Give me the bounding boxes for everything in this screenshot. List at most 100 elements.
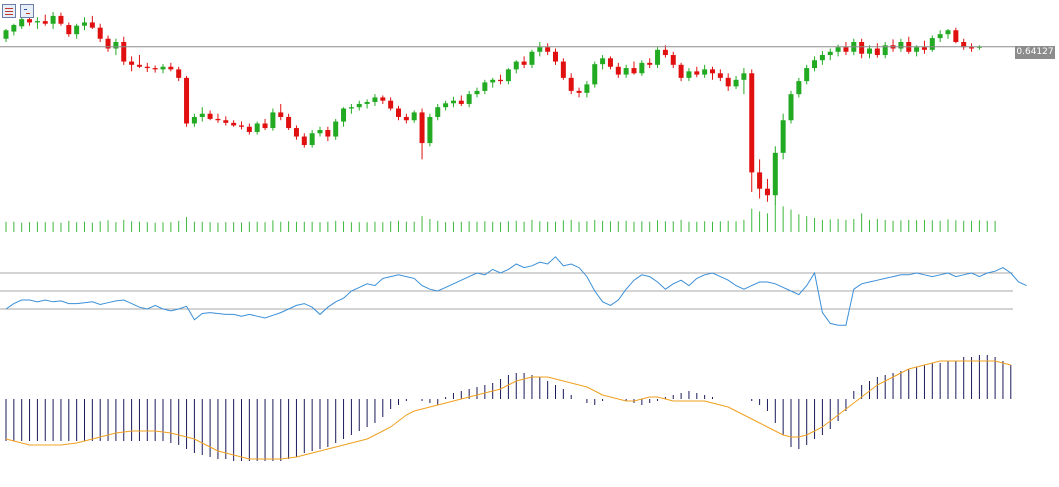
- candle-body: [293, 128, 299, 137]
- candle-body: [11, 25, 17, 32]
- candle-body: [129, 61, 135, 65]
- candle-body: [670, 55, 676, 65]
- candle-body: [136, 64, 142, 67]
- candle-body: [655, 49, 661, 65]
- candle-body: [82, 22, 87, 26]
- candle-body: [521, 61, 527, 65]
- candle-body: [239, 125, 244, 127]
- candle-body: [482, 82, 488, 91]
- candle-body: [827, 51, 833, 56]
- candle-body: [553, 51, 558, 62]
- candle-body: [545, 47, 551, 52]
- candle-body: [74, 25, 80, 35]
- candle-body: [678, 64, 684, 78]
- candle-body: [686, 71, 692, 78]
- candle-body: [121, 41, 127, 62]
- candle-body: [191, 116, 197, 124]
- candle-body: [270, 112, 276, 129]
- candle-body: [419, 112, 425, 144]
- candle-body: [662, 49, 668, 56]
- candle-body: [411, 112, 417, 121]
- candle-body: [435, 107, 441, 117]
- candle-body: [372, 97, 378, 102]
- candle-body: [568, 77, 574, 91]
- candle-body: [615, 66, 621, 75]
- candle-body: [207, 113, 213, 119]
- candle-body: [529, 51, 535, 65]
- candle-body: [804, 68, 810, 82]
- candle-body: [647, 62, 653, 65]
- candle-body: [113, 41, 119, 49]
- candle-body: [733, 79, 739, 87]
- candle-body: [380, 97, 386, 101]
- candle-body: [364, 101, 370, 104]
- candle-body: [702, 69, 708, 75]
- candle-body: [969, 47, 975, 49]
- candle-body: [450, 100, 456, 104]
- candle-body: [537, 47, 543, 52]
- candle-body: [388, 100, 394, 109]
- candle-body: [498, 79, 504, 82]
- candle-body: [914, 47, 920, 52]
- candle-body: [215, 118, 221, 121]
- candle-body: [623, 68, 629, 75]
- candle-body: [921, 47, 927, 50]
- candle-body: [254, 123, 260, 132]
- chart-list-icon[interactable]: [2, 4, 16, 18]
- current-price-label: 0.64127: [1015, 46, 1055, 59]
- candle-body: [144, 66, 150, 69]
- candle-body: [725, 77, 731, 87]
- candle-body: [231, 122, 237, 126]
- candle-body: [66, 25, 72, 35]
- macd-signal-line: [5, 360, 1011, 460]
- candle-body: [348, 107, 354, 109]
- candle-body: [160, 66, 166, 70]
- candle-body: [741, 73, 747, 80]
- candle-body: [710, 69, 715, 74]
- macd-panel: [5, 355, 1012, 461]
- candle-body: [867, 48, 872, 54]
- candle-body: [592, 64, 598, 85]
- candle-body: [317, 130, 323, 134]
- candle-body: [474, 90, 480, 95]
- candle-body: [953, 30, 959, 42]
- candle-body: [34, 21, 40, 23]
- candle-body: [898, 41, 904, 49]
- candle-body: [27, 19, 33, 23]
- candle-body: [19, 19, 25, 27]
- candle-body: [89, 22, 95, 28]
- candle-body: [97, 27, 103, 39]
- candle-body: [513, 61, 519, 70]
- rsi-line: [5, 256, 1027, 326]
- candle-body: [929, 38, 935, 50]
- candle-body: [874, 48, 880, 56]
- volume-panel: [5, 204, 996, 232]
- candle-body: [843, 47, 849, 52]
- candle-body: [812, 60, 818, 69]
- chart-settings-icon[interactable]: [20, 4, 34, 18]
- candle-body: [278, 112, 284, 117]
- candle-body: [105, 38, 111, 49]
- candle-body: [757, 172, 763, 189]
- candle-body: [859, 41, 865, 54]
- candle-body: [286, 116, 292, 129]
- candle-body: [607, 58, 613, 67]
- candle-body: [490, 79, 496, 83]
- candle-body: [882, 45, 888, 56]
- candle-body: [396, 108, 401, 117]
- candle-body: [631, 68, 637, 74]
- candle-body: [796, 81, 802, 95]
- price-panel: [3, 12, 982, 205]
- candle-body: [600, 58, 606, 65]
- candle-body: [466, 94, 472, 104]
- candle-body: [458, 100, 464, 104]
- candle-body: [780, 120, 786, 153]
- candle-body: [835, 47, 841, 52]
- candle-body: [937, 34, 943, 39]
- candle-body: [427, 116, 433, 144]
- candle-body: [168, 66, 174, 70]
- candle-body: [639, 62, 645, 74]
- rsi-panel: [0, 256, 1027, 326]
- candle-body: [176, 69, 182, 78]
